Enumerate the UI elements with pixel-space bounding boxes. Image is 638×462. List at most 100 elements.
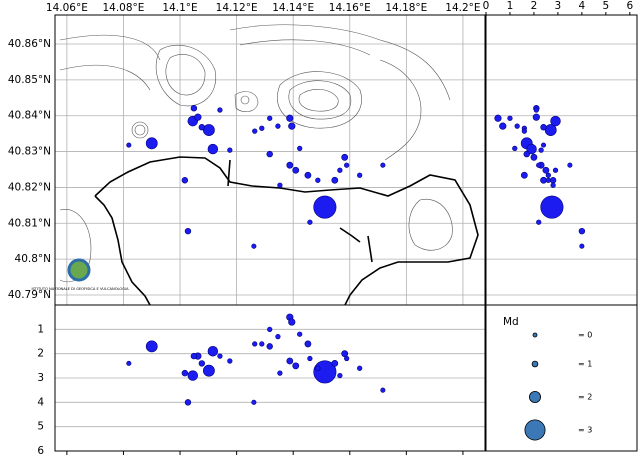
depth-tick-label: 5 <box>37 421 44 433</box>
event-map <box>357 172 363 178</box>
event-depth <box>297 331 303 337</box>
event-side <box>544 124 557 136</box>
event-side <box>542 166 550 174</box>
event-map <box>217 107 223 113</box>
side-depth-tick-label: 6 <box>626 0 633 12</box>
event-map <box>277 182 283 188</box>
event-map <box>286 114 294 122</box>
logo-emblem <box>67 258 91 282</box>
event-depth <box>202 364 215 377</box>
event-map <box>275 123 281 129</box>
event-depth <box>259 341 265 347</box>
y-tick-label: 40.81°N <box>8 217 51 229</box>
event-depth <box>380 387 386 393</box>
event-depth <box>267 326 273 332</box>
event-side <box>545 172 551 178</box>
event-depth <box>286 357 294 365</box>
event-depth <box>181 369 189 377</box>
event-map <box>288 122 296 130</box>
event-depth <box>357 365 363 371</box>
event-side <box>494 114 502 122</box>
event-side <box>549 177 557 184</box>
event-side <box>540 176 547 184</box>
event-side <box>526 143 537 155</box>
event-depth <box>292 362 300 370</box>
event-map <box>304 171 312 179</box>
logo-text: ISTITUTO NAZIONALE DI GEOFISICA E VULCAN… <box>31 287 129 291</box>
depth-frame <box>54 304 486 452</box>
y-tick-label: 40.79°N <box>8 289 51 301</box>
event-depth <box>288 318 296 326</box>
x-tick-label: 14.08°E <box>102 2 144 14</box>
depth-tick-label: 1 <box>37 323 44 335</box>
side-frame <box>485 14 638 306</box>
event-map <box>181 177 189 184</box>
side-depth-tick-label: 0 <box>483 0 490 12</box>
event-map <box>145 137 158 150</box>
x-tick-label: 14.1°E <box>162 2 197 14</box>
event-map <box>286 161 294 169</box>
legend-label: = 3 <box>578 426 592 435</box>
event-depth <box>227 358 233 364</box>
event-map <box>266 150 273 158</box>
side-depth-tick-label: 5 <box>602 0 609 12</box>
x-tick-label: 14.16°E <box>329 2 371 14</box>
y-tick-label: 40.82°N <box>8 181 51 193</box>
event-side <box>499 122 507 130</box>
event-map <box>184 227 192 235</box>
event-map <box>194 113 202 121</box>
event-map <box>331 176 339 184</box>
event-depth <box>198 360 206 367</box>
y-tick-label: 40.8°N <box>15 253 51 265</box>
event-map <box>259 125 265 131</box>
event-side <box>538 147 544 153</box>
event-depth <box>275 334 281 340</box>
event-map <box>227 147 233 153</box>
x-tick-label: 14.14°E <box>272 2 314 14</box>
event-map <box>126 142 132 148</box>
depth-tick-label: 4 <box>37 396 44 408</box>
event-depth <box>337 372 343 379</box>
event-map <box>190 105 198 112</box>
event-side <box>578 227 586 235</box>
event-depth <box>307 355 313 362</box>
event-depth <box>187 370 198 381</box>
legend-label: = 2 <box>578 393 592 402</box>
event-map <box>292 166 300 174</box>
event-depth <box>190 352 198 360</box>
event-side <box>540 124 547 131</box>
map-relief <box>59 24 479 305</box>
legend-marker <box>532 332 538 338</box>
side-depth-tick-label: 3 <box>555 0 562 12</box>
event-map <box>252 128 258 134</box>
event-map <box>198 124 206 131</box>
logo: ISTITUTO NAZIONALE DI GEOFISICA E VULCAN… <box>31 258 129 291</box>
event-side <box>520 171 528 179</box>
x-tick-label: 14.18°E <box>385 2 427 14</box>
event-map <box>202 124 215 136</box>
event-map <box>267 115 273 121</box>
event-map <box>337 167 343 173</box>
event-depth <box>217 353 223 359</box>
x-tick-label: 14.12°E <box>216 2 258 14</box>
event-map <box>297 145 303 151</box>
event-side <box>521 128 527 134</box>
depth-tick-label: 3 <box>37 372 44 384</box>
event-depth <box>252 341 258 347</box>
legend-title: Md <box>503 316 519 328</box>
event-side <box>532 113 540 121</box>
x-tick-label: 14.2°E <box>445 2 480 14</box>
event-side <box>579 243 585 249</box>
event-depth <box>207 346 219 357</box>
side-depth-tick-label: 1 <box>507 0 514 12</box>
event-depth <box>184 399 192 406</box>
event-side <box>530 153 538 161</box>
legend-frame <box>485 304 638 452</box>
side-depth-tick-label: 4 <box>579 0 586 12</box>
event-depth <box>341 350 349 358</box>
event-map <box>251 243 257 249</box>
event-side <box>512 145 518 151</box>
legend-marker <box>531 360 539 368</box>
y-tick-label: 40.84°N <box>8 110 51 122</box>
